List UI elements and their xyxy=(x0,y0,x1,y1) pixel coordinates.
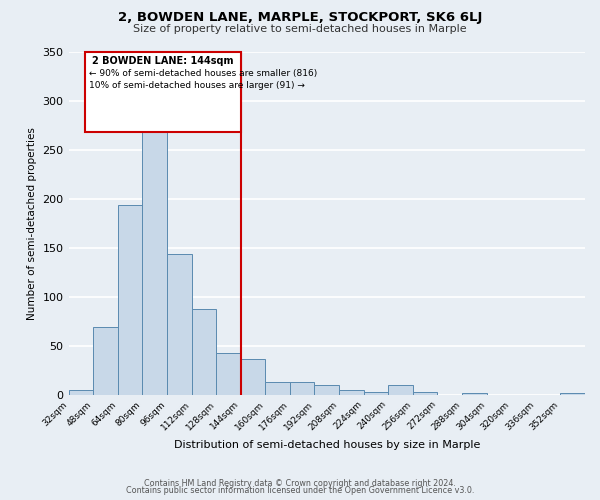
Bar xyxy=(339,390,364,394)
Bar xyxy=(314,385,339,394)
Bar xyxy=(462,393,487,394)
Bar xyxy=(413,392,437,394)
Bar xyxy=(142,116,167,394)
Bar xyxy=(191,310,216,394)
Bar xyxy=(118,206,142,394)
Bar xyxy=(364,392,388,394)
Y-axis label: Number of semi-detached properties: Number of semi-detached properties xyxy=(27,126,37,320)
Text: Contains HM Land Registry data © Crown copyright and database right 2024.: Contains HM Land Registry data © Crown c… xyxy=(144,478,456,488)
Bar xyxy=(388,385,413,394)
Bar xyxy=(265,382,290,394)
Text: Contains public sector information licensed under the Open Government Licence v3: Contains public sector information licen… xyxy=(126,486,474,495)
Bar xyxy=(241,360,265,394)
Bar xyxy=(216,352,241,395)
Bar xyxy=(85,52,241,132)
Text: 10% of semi-detached houses are larger (91) →: 10% of semi-detached houses are larger (… xyxy=(89,81,304,90)
Bar xyxy=(290,382,314,394)
Bar xyxy=(68,390,93,394)
Text: ← 90% of semi-detached houses are smaller (816): ← 90% of semi-detached houses are smalle… xyxy=(89,69,317,78)
Bar xyxy=(167,254,191,394)
Text: Size of property relative to semi-detached houses in Marple: Size of property relative to semi-detach… xyxy=(133,24,467,34)
X-axis label: Distribution of semi-detached houses by size in Marple: Distribution of semi-detached houses by … xyxy=(173,440,480,450)
Bar xyxy=(93,327,118,394)
Text: 2 BOWDEN LANE: 144sqm: 2 BOWDEN LANE: 144sqm xyxy=(92,56,234,66)
Bar xyxy=(560,393,585,394)
Text: 2, BOWDEN LANE, MARPLE, STOCKPORT, SK6 6LJ: 2, BOWDEN LANE, MARPLE, STOCKPORT, SK6 6… xyxy=(118,11,482,24)
